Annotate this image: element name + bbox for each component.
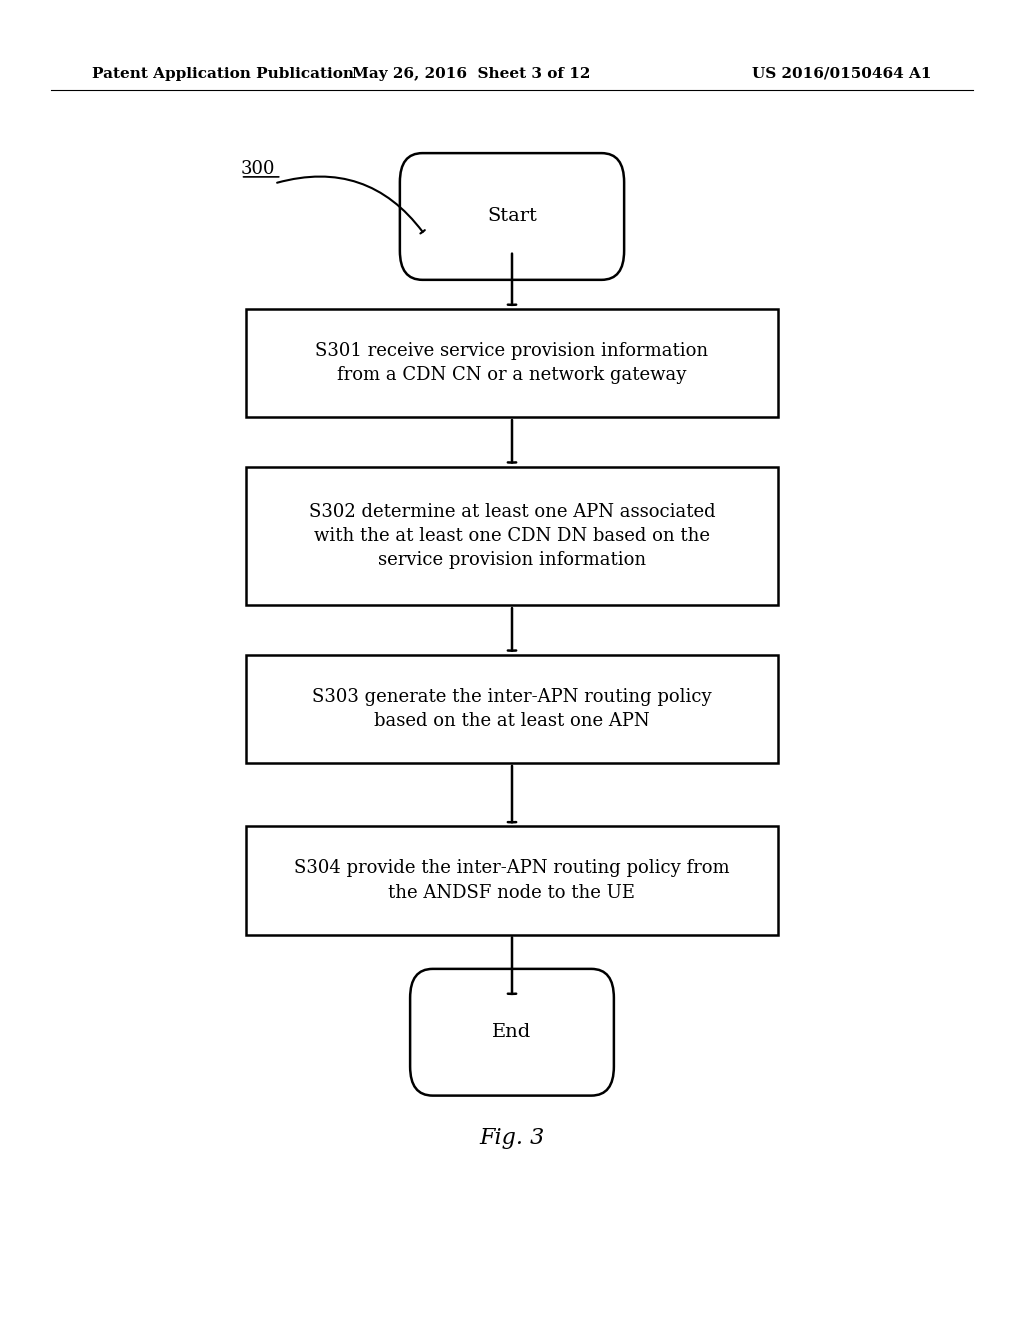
Text: S301 receive service provision information
from a CDN CN or a network gateway: S301 receive service provision informati… (315, 342, 709, 384)
FancyBboxPatch shape (246, 655, 778, 763)
Text: US 2016/0150464 A1: US 2016/0150464 A1 (753, 67, 932, 81)
Text: S302 determine at least one APN associated
with the at least one CDN DN based on: S302 determine at least one APN associat… (308, 503, 716, 569)
Text: May 26, 2016  Sheet 3 of 12: May 26, 2016 Sheet 3 of 12 (352, 67, 590, 81)
Text: 300: 300 (241, 160, 275, 178)
Text: End: End (493, 1023, 531, 1041)
FancyBboxPatch shape (399, 153, 624, 280)
Text: Start: Start (487, 207, 537, 226)
FancyBboxPatch shape (410, 969, 613, 1096)
Text: S303 generate the inter-APN routing policy
based on the at least one APN: S303 generate the inter-APN routing poli… (312, 688, 712, 730)
Text: S304 provide the inter-APN routing policy from
the ANDSF node to the UE: S304 provide the inter-APN routing polic… (294, 859, 730, 902)
Text: Fig. 3: Fig. 3 (479, 1127, 545, 1148)
FancyBboxPatch shape (246, 309, 778, 417)
FancyBboxPatch shape (246, 467, 778, 605)
Text: Patent Application Publication: Patent Application Publication (92, 67, 354, 81)
FancyBboxPatch shape (246, 826, 778, 935)
